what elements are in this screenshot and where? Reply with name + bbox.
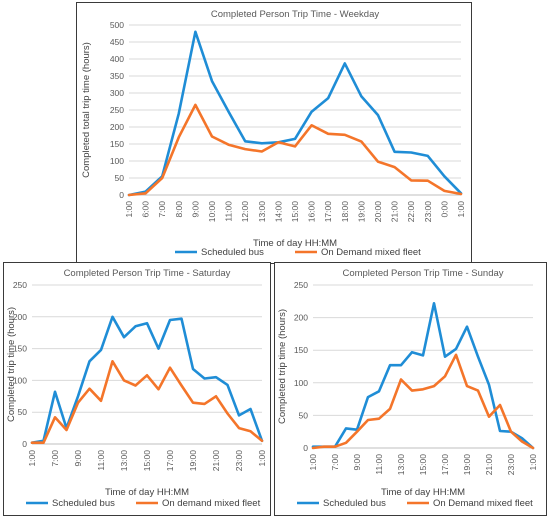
- weekday-x-tick-label: 22:00: [406, 201, 416, 223]
- saturday-series-line-on-demand: [30, 360, 264, 444]
- sunday-x-axis-title: Time of day HH:MM: [381, 487, 465, 498]
- weekday-y-tick-label: 400: [110, 54, 124, 64]
- sunday-y-tick-label: 150: [294, 345, 308, 355]
- sunday-chart: Completed Person Trip Time - Sunday 0 50 10…: [277, 268, 538, 509]
- sunday-x-tick-label: 9:00: [352, 454, 362, 471]
- weekday-x-tick-label: 18:00: [340, 201, 350, 223]
- saturday-x-tick-label: 17:00: [165, 450, 175, 472]
- sunday-y-tick-label: 0: [303, 443, 308, 453]
- saturday-x-tick-label: 7:00: [50, 450, 60, 467]
- sunday-y-tick-label: 100: [294, 378, 308, 388]
- sunday-x-tick-label: 15:00: [418, 454, 428, 476]
- weekday-y-axis-title: Completed total trip time (hours): [81, 42, 92, 178]
- saturday-y-axis-title: Completed trip time (hours): [6, 307, 17, 422]
- saturday-y-tick-label: 50: [18, 407, 28, 417]
- sunday-y-tick-label: 250: [294, 280, 308, 290]
- weekday-x-tick-label: 13:00: [257, 201, 267, 223]
- saturday-series-line-scheduled: [30, 315, 264, 444]
- weekday-x-tick-label: 12:00: [240, 201, 250, 223]
- weekday-x-tick-label: 8:00: [174, 201, 184, 218]
- weekday-chart-panel: Completed Person Trip Time - Weekday 0 50 1…: [76, 2, 472, 264]
- sunday-y-tick-label: 50: [299, 410, 309, 420]
- saturday-legend-label-scheduled: Scheduled bus: [52, 498, 115, 509]
- weekday-series-line-on-demand: [127, 103, 463, 197]
- sunday-x-tick-label: 7:00: [330, 454, 340, 471]
- sunday-x-tick-label: 1:00: [308, 454, 318, 471]
- saturday-y-tick-label: 250: [13, 280, 27, 290]
- saturday-x-tick-label: 23:00: [234, 450, 244, 472]
- weekday-x-tick-label: 0:00: [439, 201, 449, 218]
- sunday-chart-panel: Completed Person Trip Time - Sunday 0 50 10…: [274, 262, 547, 516]
- weekday-x-tick-label: 1:00: [456, 201, 466, 218]
- sunday-series-line-on-demand: [311, 353, 535, 450]
- weekday-y-tick-label: 200: [110, 122, 124, 132]
- weekday-x-tick-label: 16:00: [307, 201, 317, 223]
- sunday-legend-label-scheduled: Scheduled bus: [323, 498, 386, 509]
- sunday-x-tick-label: 21:00: [484, 454, 494, 476]
- weekday-x-tick-label: 14:00: [273, 201, 283, 223]
- weekday-y-tick-label: 100: [110, 156, 124, 166]
- weekday-x-tick-label: 1:00: [124, 201, 134, 218]
- sunday-y-tick-label: 200: [294, 313, 308, 323]
- weekday-y-tick-label: 500: [110, 20, 124, 30]
- saturday-x-tick-label: 1:00: [257, 450, 267, 467]
- weekday-x-tick-label: 17:00: [323, 201, 333, 223]
- sunday-y-axis-title: Completed trip time (hours): [277, 309, 288, 424]
- sunday-x-tick-label: 11:00: [374, 454, 384, 475]
- weekday-x-tick-label: 21:00: [390, 201, 400, 223]
- sunday-x-tick-label: 1:00: [528, 454, 538, 471]
- weekday-y-tick-label: 300: [110, 88, 124, 98]
- weekday-x-tick-label: 19:00: [356, 201, 366, 223]
- saturday-chart: Completed Person Trip Time - Saturday 0 50…: [6, 268, 267, 509]
- weekday-y-tick-label: 250: [110, 105, 124, 115]
- sunday-legend-label-on-demand: On Demand mixed fleet: [433, 498, 533, 509]
- weekday-y-tick-label: 0: [119, 190, 124, 200]
- weekday-x-tick-label: 23:00: [423, 201, 433, 223]
- saturday-y-tick-label: 200: [13, 312, 27, 322]
- sunday-x-tick-label: 13:00: [396, 454, 406, 476]
- weekday-x-tick-label: 6:00: [141, 201, 151, 218]
- saturday-x-tick-label: 9:00: [73, 450, 83, 467]
- saturday-x-tick-label: 21:00: [211, 450, 221, 472]
- weekday-y-tick-label: 350: [110, 71, 124, 81]
- saturday-chart-panel: Completed Person Trip Time - Saturday 0 50…: [3, 262, 271, 516]
- weekday-y-tick-label: 50: [115, 173, 125, 183]
- weekday-chart-title: Completed Person Trip Time - Weekday: [211, 9, 380, 20]
- weekday-legend-label-scheduled: Scheduled bus: [201, 247, 264, 258]
- weekday-series-line-scheduled: [127, 30, 463, 197]
- saturday-x-tick-label: 19:00: [188, 450, 198, 472]
- weekday-x-axis-title: Time of day HH:MM: [253, 238, 337, 249]
- weekday-x-tick-label: 9:00: [190, 201, 200, 218]
- weekday-x-tick-label: 15:00: [290, 201, 300, 223]
- saturday-legend-label-on-demand: On demand mixed fleet: [162, 498, 261, 509]
- saturday-chart-title: Completed Person Trip Time - Saturday: [64, 268, 231, 279]
- saturday-x-tick-label: 15:00: [142, 450, 152, 472]
- weekday-x-tick-label: 20:00: [373, 201, 383, 223]
- weekday-y-tick-label: 450: [110, 37, 124, 47]
- saturday-y-tick-label: 150: [13, 344, 27, 354]
- sunday-x-tick-label: 17:00: [440, 454, 450, 476]
- weekday-x-tick-label: 11:00: [224, 201, 234, 222]
- weekday-chart: Completed Person Trip Time - Weekday 0 50 1…: [81, 9, 466, 258]
- saturday-y-tick-label: 0: [22, 439, 27, 449]
- sunday-x-tick-label: 23:00: [506, 454, 516, 476]
- weekday-x-tick-label: 7:00: [157, 201, 167, 218]
- saturday-x-tick-label: 1:00: [27, 450, 37, 467]
- saturday-x-tick-label: 11:00: [96, 450, 106, 471]
- saturday-x-axis-title: Time of day HH:MM: [105, 487, 189, 498]
- sunday-x-tick-label: 19:00: [462, 454, 472, 476]
- saturday-y-tick-label: 100: [13, 375, 27, 385]
- weekday-x-tick-label: 10:00: [207, 201, 217, 223]
- sunday-chart-title: Completed Person Trip Time - Sunday: [342, 268, 503, 279]
- weekday-y-tick-label: 150: [110, 139, 124, 149]
- saturday-x-tick-label: 13:00: [119, 450, 129, 472]
- weekday-legend-label-on-demand: On Demand mixed fleet: [321, 247, 421, 258]
- sunday-series-line-scheduled: [311, 301, 535, 450]
